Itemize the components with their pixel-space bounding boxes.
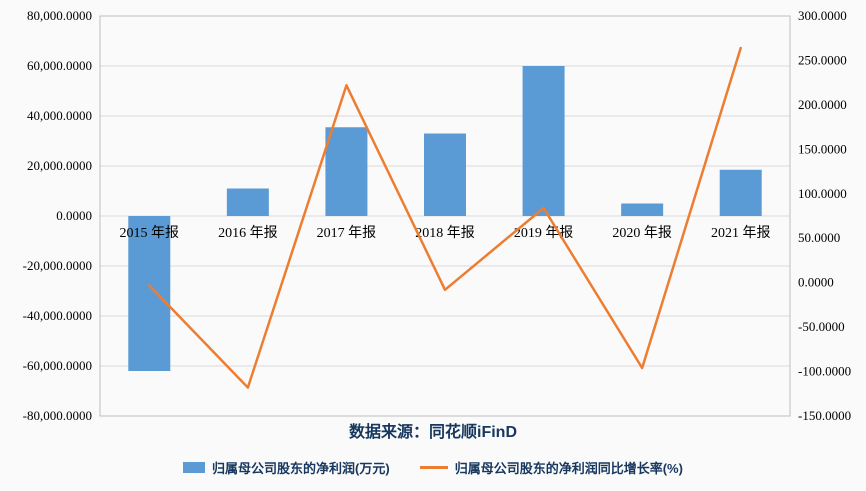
chart-legend: 归属母公司股东的净利润(万元) 归属母公司股东的净利润同比增长率(%)	[0, 458, 866, 477]
right-axis-tick-label: -50.0000	[798, 319, 845, 334]
line-series-swatch	[419, 466, 448, 469]
bar-series-swatch	[183, 462, 206, 473]
legend-label-growth-rate: 归属母公司股东的净利润同比增长率(%)	[454, 461, 683, 476]
left-axis-tick-label: 80,000.0000	[27, 8, 92, 23]
category-label: 2017 年报	[317, 225, 377, 241]
legend-label-net-profit: 归属母公司股东的净利润(万元)	[212, 461, 390, 476]
left-axis-tick-label: 40,000.0000	[27, 108, 92, 123]
net-profit-bar	[719, 169, 762, 216]
left-axis-tick-label: -20,000.0000	[23, 258, 92, 273]
net-profit-bar	[424, 133, 466, 216]
net-profit-bar	[226, 188, 269, 216]
right-axis-tick-label: 300.0000	[798, 8, 847, 23]
net-profit-bar	[621, 203, 664, 216]
category-label: 2019 年报	[514, 225, 574, 241]
right-axis-tick-label: 250.0000	[798, 52, 847, 67]
right-axis-tick-label: 50.0000	[798, 230, 840, 245]
left-axis-tick-label: 60,000.0000	[27, 58, 92, 73]
combo-chart: 80,000.0000 60,000.0000 40,000.0000 20,000.…	[23, 8, 851, 423]
net-profit-bar	[325, 127, 368, 216]
net-profit-bar	[522, 66, 565, 216]
left-axis-tick-label: -40,000.0000	[23, 308, 92, 323]
right-axis-tick-label: -150.0000	[798, 408, 851, 423]
data-source-note: 数据来源：同花顺iFinD	[349, 424, 517, 441]
right-axis-tick-label: 0.0000	[798, 275, 834, 290]
left-axis-tick-label: 0.0000	[56, 208, 92, 223]
left-axis-tick-label: -80,000.0000	[23, 408, 92, 423]
category-label: 2018 年报	[415, 225, 475, 241]
right-axis-tick-label: -100.0000	[798, 364, 851, 379]
category-label: 2015 年报	[120, 225, 180, 241]
legend-item-growth-rate: 归属母公司股东的净利润同比增长率(%)	[419, 458, 683, 477]
category-label: 2020 年报	[612, 225, 672, 241]
right-axis-tick-label: 200.0000	[798, 97, 847, 112]
plot-area-border	[99, 15, 791, 417]
category-label: 2021 年报	[711, 225, 771, 241]
category-label: 2016 年报	[218, 225, 278, 241]
growth-rate-line	[148, 46, 742, 389]
right-axis-tick-label: 150.0000	[798, 141, 847, 156]
right-axis-tick-label: 100.0000	[798, 186, 847, 201]
net-profit-bar	[128, 216, 171, 371]
legend-item-net-profit: 归属母公司股东的净利润(万元)	[183, 458, 390, 477]
left-axis-tick-label: 20,000.0000	[27, 158, 92, 173]
left-axis-tick-label: -60,000.0000	[23, 358, 92, 373]
